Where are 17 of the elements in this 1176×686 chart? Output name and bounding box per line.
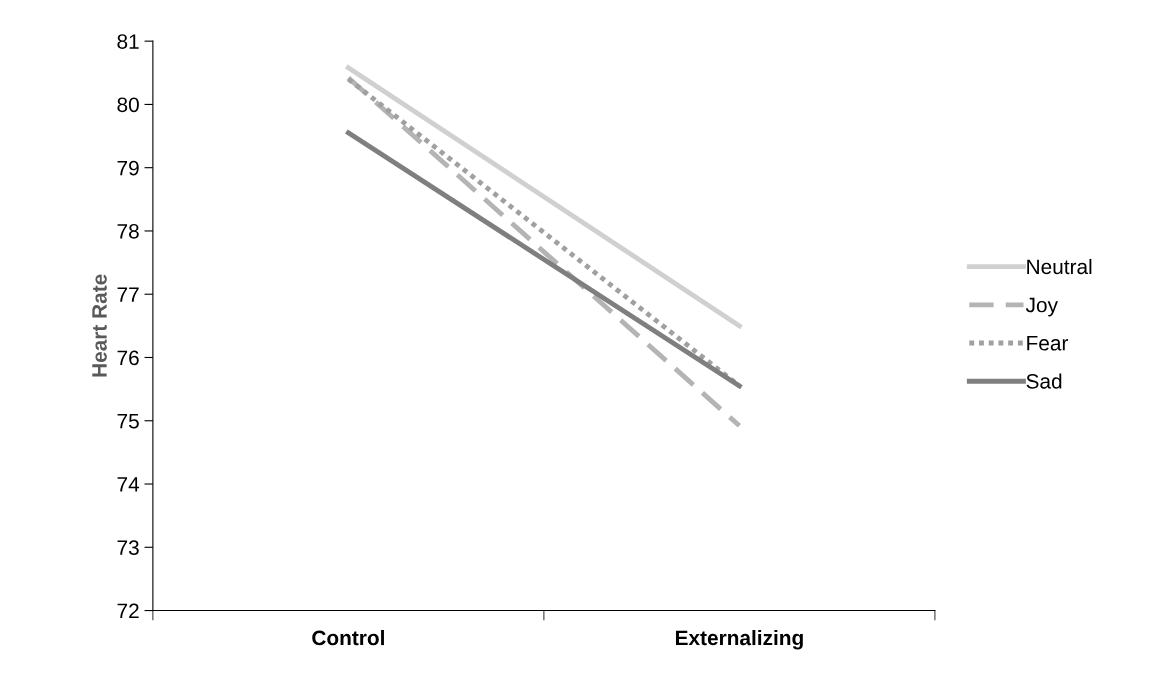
legend-label: Sad bbox=[1026, 373, 1062, 389]
x-tick-label: Control bbox=[312, 629, 384, 646]
y-tick-label: 77 bbox=[117, 287, 139, 302]
y-tick-label: 78 bbox=[117, 223, 139, 239]
y-tick-label: 73 bbox=[117, 540, 139, 556]
y-tick-label: 72 bbox=[117, 603, 139, 619]
y-tick-label: 75 bbox=[117, 413, 139, 429]
legend-label: Joy bbox=[1025, 297, 1058, 317]
legend-label: Neutral bbox=[1027, 258, 1092, 275]
x-tick-label: Externalizing bbox=[675, 629, 803, 650]
y-tick-label: 76 bbox=[117, 350, 139, 366]
y-tick-label: 81 bbox=[117, 34, 139, 49]
y-tick-label: 79 bbox=[117, 160, 139, 176]
y-tick-label: 74 bbox=[117, 477, 140, 492]
legend-label: Fear bbox=[1027, 335, 1069, 351]
y-tick-label: 80 bbox=[117, 97, 139, 113]
y-axis-title: Heart Rate bbox=[92, 274, 107, 377]
